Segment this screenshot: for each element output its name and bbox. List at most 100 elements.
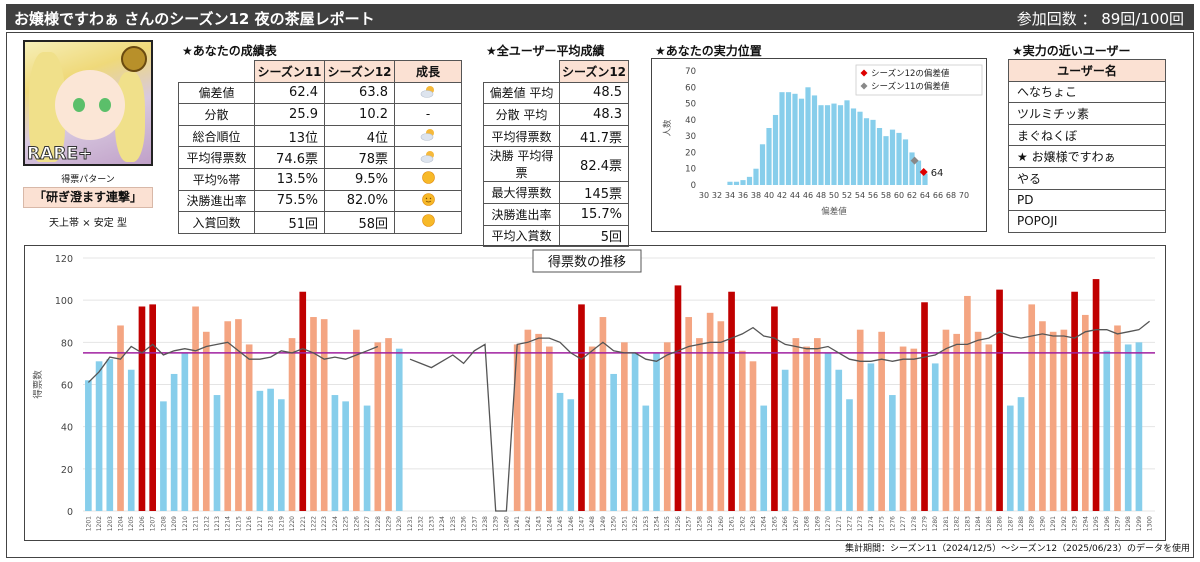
user-row: POPOJI — [1008, 210, 1166, 233]
trend-bar — [728, 291, 735, 511]
trend-x-tick: 1291 — [1050, 516, 1057, 531]
trend-x-tick: 1229 — [386, 516, 393, 531]
user-name: ツルミチッ素 — [1008, 102, 1166, 125]
hist-bar — [870, 119, 876, 185]
hist-bar — [779, 92, 785, 185]
trend-x-tick: 1223 — [321, 516, 328, 531]
trend-x-tick: 1298 — [1125, 516, 1132, 531]
hist-bar — [863, 118, 870, 185]
character-portrait: RARE+ — [23, 40, 153, 166]
trend-x-tick: 1212 — [203, 516, 210, 531]
report-frame — [6, 32, 1194, 558]
hist-legend-marker — [860, 69, 868, 77]
trend-bar — [792, 338, 800, 511]
stats-season11-value: 13位 — [254, 124, 325, 148]
trend-bar — [953, 333, 961, 511]
trend-bar — [717, 321, 725, 511]
averages-value: 5回 — [559, 224, 629, 248]
hist-bar — [876, 128, 883, 185]
hist-x-tick: 32 — [712, 191, 722, 200]
stats-row: 偏差値 62.4 63.8 — [178, 81, 462, 105]
trend-bar — [160, 401, 167, 511]
hist-x-tick: 54 — [855, 191, 865, 200]
trend-x-tick: 1276 — [889, 516, 896, 531]
trend-x-tick: 1204 — [118, 516, 125, 531]
stats-season11-value: 25.9 — [254, 103, 325, 126]
trend-bar — [545, 346, 553, 511]
hist-bar — [792, 93, 798, 185]
trend-bar — [685, 317, 693, 511]
trend-bar — [1028, 304, 1036, 511]
trend-bar — [1135, 342, 1143, 511]
trend-x-tick: 1249 — [600, 516, 607, 531]
trend-x-tick: 1234 — [439, 516, 446, 531]
trend-bar — [910, 348, 918, 511]
stats-row: 分散 25.9 10.2- — [178, 103, 462, 126]
hist-bar — [837, 105, 844, 185]
trend-bar — [535, 333, 542, 511]
user-name: POPOJI — [1008, 210, 1166, 233]
hist-y-tick: 10 — [685, 165, 696, 175]
trend-bar — [85, 380, 92, 511]
trend-x-tick: 1279 — [922, 516, 929, 531]
trend-bar — [964, 295, 971, 511]
averages-label: 決勝進出率 — [483, 202, 560, 226]
col-avg-season12: シーズン12 — [559, 60, 629, 83]
trend-bar — [331, 395, 339, 511]
hist-x-tick: 50 — [829, 191, 839, 200]
trend-x-tick: 1218 — [268, 516, 275, 531]
hist-legend-label: シーズン11の偏差値 — [871, 81, 950, 92]
hist-bar — [896, 132, 902, 185]
trend-x-tick: 1236 — [461, 516, 468, 531]
hist-bar — [850, 108, 857, 185]
trend-x-tick: 1294 — [1082, 516, 1089, 531]
hist-bar — [805, 87, 811, 185]
stats-season11-value: 13.5% — [254, 167, 325, 191]
trend-bar — [599, 317, 607, 511]
trend-bar — [588, 346, 596, 511]
averages-row: 決勝進出率 15.7% — [483, 202, 629, 226]
hist-bar — [857, 111, 863, 185]
hist-bar — [727, 181, 733, 185]
trend-bar — [803, 346, 810, 511]
trend-bar — [299, 291, 307, 511]
stats-season12-value: 9.5% — [324, 167, 395, 191]
trend-x-tick: 1222 — [310, 516, 317, 531]
trend-x-tick: 1282 — [954, 516, 961, 531]
trend-bar — [974, 331, 982, 511]
trend-x-tick: 1293 — [1072, 516, 1079, 531]
trend-title-box: 得票数の推移 — [532, 249, 642, 273]
trend-x-tick: 1219 — [278, 516, 285, 531]
trend-bar — [674, 285, 682, 511]
trend-bar — [320, 319, 328, 511]
stats-row: 入賞回数 51回 58回 — [178, 211, 462, 234]
trend-bar — [374, 342, 382, 511]
trend-bar — [1092, 279, 1100, 511]
trend-x-tick: 1247 — [578, 516, 585, 531]
trend-bar — [996, 289, 1003, 511]
trend-bar — [202, 331, 210, 511]
trend-x-tick: 1270 — [825, 516, 832, 531]
trend-bar — [835, 369, 843, 511]
trend-bar — [781, 369, 789, 511]
trend-x-tick: 1245 — [557, 516, 564, 531]
pattern-type: 天上帯 × 安定 型 — [49, 218, 127, 229]
stats-season12-value: 4位 — [324, 124, 395, 148]
user-row: まぐねくぼ — [1008, 123, 1166, 147]
hist-marker-label: 64 — [931, 168, 944, 179]
trend-x-tick: 1246 — [568, 516, 575, 531]
trend-x-tick: 1210 — [182, 516, 189, 531]
trend-chart: 0 20 40 60 80 100 120 得票数 1201 1202 1203 1204 1205 12… — [32, 249, 1155, 531]
trend-bar — [1060, 329, 1068, 511]
hist-legend-marker — [860, 82, 868, 90]
trend-bar — [1006, 405, 1014, 511]
trend-y-tick: 120 — [55, 254, 73, 265]
trend-x-tick: 1257 — [686, 516, 693, 531]
hist-x-tick: 36 — [738, 191, 748, 200]
trend-x-tick: 1261 — [729, 516, 736, 531]
trend-x-tick: 1208 — [160, 516, 167, 531]
trend-x-tick: 1206 — [139, 516, 146, 531]
trend-x-tick: 1213 — [214, 516, 221, 531]
hist-x-tick: 60 — [894, 191, 904, 200]
